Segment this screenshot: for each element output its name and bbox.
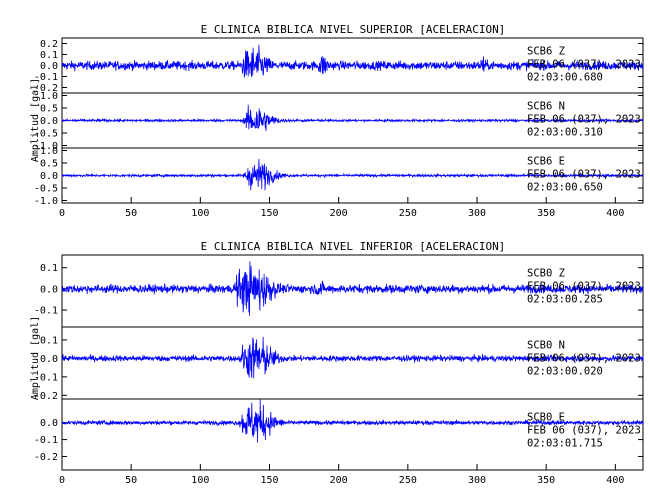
x-tick-label: 150 [260,475,278,486]
record-time-label: 02:03:01.715 [527,437,603,449]
y-tick-label: -1.0 [34,196,58,207]
x-tick-label: 250 [399,475,417,486]
x-tick-label: 0 [59,208,65,219]
station-channel-label: SCB0 Z [527,268,565,280]
figure-title-upper: E CLINICA BIBLICA NIVEL SUPERIOR [ACELER… [201,23,506,36]
waveform-trace [61,44,644,78]
x-tick-label: 350 [537,208,555,219]
station-channel-label: SCB6 N [527,101,565,113]
y-tick-label: 0.0 [40,418,58,429]
y-axis-label-lower: Amplitud [gal] [30,316,41,400]
x-tick-label: 100 [191,208,209,219]
figure-upper: E CLINICA BIBLICA NIVEL SUPERIOR [ACELER… [30,23,644,219]
x-tick-label: 300 [468,475,486,486]
y-tick-label: 0.0 [40,61,58,72]
y-axis-label-upper: Amplitud [gal] [30,78,41,162]
record-date-label: FEB 06 (037), 2023 [527,281,641,293]
record-date-label: FEB 06 (037), 2023 [527,424,641,436]
record-date-label: FEB 06 (037), 2023 [527,353,641,365]
y-tick-label: 0.5 [40,159,58,170]
y-tick-label: 0.0 [40,116,58,127]
x-tick-label: 250 [399,208,417,219]
figure-lower: E CLINICA BIBLICA NIVEL INFERIOR [ACELER… [30,240,644,486]
y-tick-label: -0.5 [34,184,58,195]
y-tick-label: 0.1 [40,50,58,61]
x-tick-label: 300 [468,208,486,219]
y-tick-label: 0.5 [40,104,58,115]
y-tick-label: -0.1 [34,435,58,446]
y-tick-label: 1.0 [40,91,58,102]
x-axis-upper: 0 50 100 150 200 250 300 350 400 [59,197,624,219]
y-tick-label: 0.2 [40,39,58,50]
record-time-label: 02:03:00.020 [527,366,603,378]
panel-frame [61,398,644,471]
record-time-label: 02:03:00.680 [527,72,603,84]
x-tick-label: 200 [330,208,348,219]
waveform-trace [61,399,644,443]
y-tick-label: -1.0 [34,141,58,152]
waveform-trace [61,158,644,191]
station-channel-label: SCB6 Z [527,46,565,58]
y-tick-label: -0.2 [34,83,58,94]
record-date-label: FEB 06 (037), 2023 [527,59,641,71]
x-tick-label: 50 [125,208,137,219]
y-tick-label: 0.1 [40,335,58,346]
y-tick-label: -0.1 [34,72,58,83]
x-tick-label: 0 [59,475,65,486]
x-tick-label: 400 [606,475,624,486]
waveform-trace [61,104,644,132]
record-time-label: 02:03:00.285 [527,294,603,306]
station-channel-label: SCB6 E [527,156,565,168]
record-time-label: 02:03:00.650 [527,182,603,194]
x-tick-label: 50 [125,475,137,486]
y-tick-label: -0.1 [34,306,58,317]
x-tick-label: 100 [191,475,209,486]
x-tick-label: 350 [537,475,555,486]
station-channel-label: SCB0 N [527,340,565,352]
x-tick-label: 150 [260,208,278,219]
record-time-label: 02:03:00.310 [527,127,603,139]
y-tick-label: -0.2 [34,452,58,463]
x-tick-label: 400 [606,208,624,219]
record-date-label: FEB 06 (037), 2023 [527,114,641,126]
waveform-trace [61,261,644,316]
y-tick-label: 0.0 [40,171,58,182]
figure-title-lower: E CLINICA BIBLICA NIVEL INFERIOR [ACELER… [201,240,506,253]
y-tick-label: -0.2 [34,391,58,402]
y-tick-label: 0.1 [40,263,58,274]
x-tick-label: 200 [330,475,348,486]
waveform-trace [61,336,644,379]
y-tick-label: 0.0 [40,354,58,365]
y-tick-label: 0.0 [40,284,58,295]
y-tick-label: -0.1 [34,372,58,383]
station-channel-label: SCB0 E [527,411,565,423]
x-axis-lower: 0 50 100 150 200 250 300 350 400 [59,464,624,486]
y-tick-label: 1.0 [40,146,58,157]
y-tick-label: -0.5 [34,129,58,140]
record-date-label: FEB 06 (037), 2023 [527,169,641,181]
